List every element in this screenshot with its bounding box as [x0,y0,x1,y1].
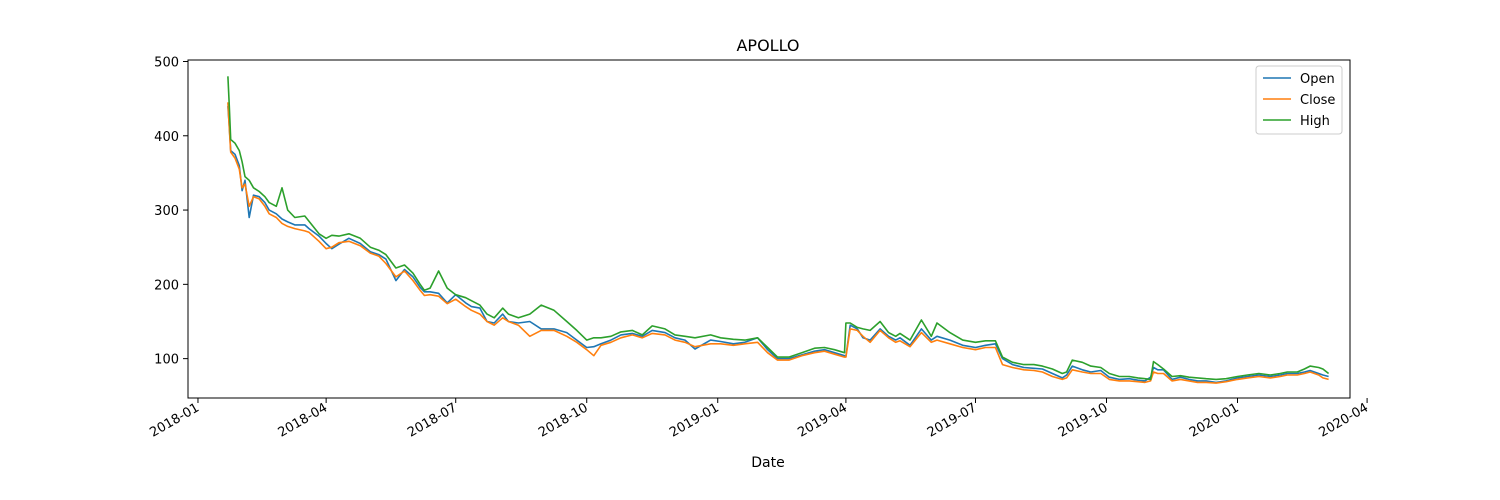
plot-frame [187,59,1351,399]
legend-box [1255,65,1343,135]
legend-label-close: Close [1300,93,1335,108]
y-axis: 100 200 300 400 500 [154,55,188,368]
x-axis-label: Date [751,455,784,471]
y-tick-label: 500 [154,55,179,70]
y-tick-label: 100 [154,353,179,368]
legend-label-high: High [1300,114,1330,129]
y-tick-label: 300 [154,204,179,219]
legend: Open Close High [1255,65,1343,135]
y-tick-label: 400 [154,130,179,145]
chart-title: APOLLO [736,36,799,55]
y-tick-label: 200 [154,278,179,293]
series-lines [227,76,1330,384]
legend-label-open: Open [1300,72,1335,87]
series-line-high [227,76,1330,381]
